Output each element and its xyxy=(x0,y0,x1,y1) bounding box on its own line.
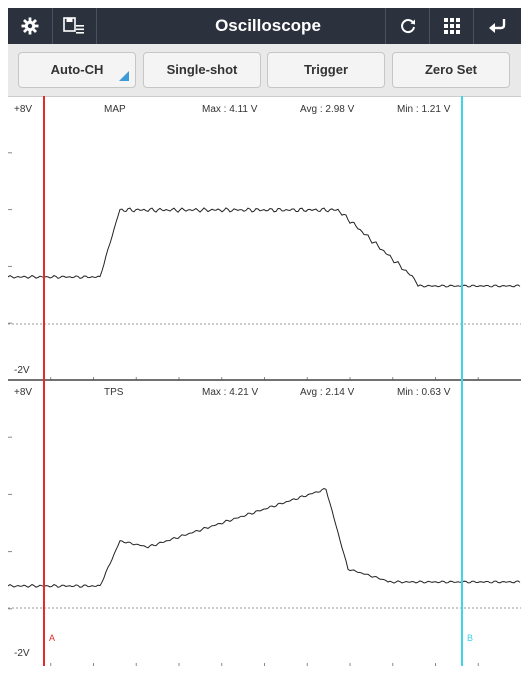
settings-button[interactable] xyxy=(8,8,53,44)
save-list-icon xyxy=(63,17,84,34)
dropdown-corner-icon xyxy=(119,71,129,81)
trigger-button[interactable]: Trigger xyxy=(267,52,385,88)
channel-2-waveform xyxy=(8,487,521,588)
grid-button[interactable] xyxy=(429,8,474,44)
channel-2-bottom-scale: -2V xyxy=(14,648,30,659)
save-button[interactable] xyxy=(52,8,97,44)
channel-2-top-scale: +8V xyxy=(14,387,32,398)
back-arrow-icon xyxy=(489,19,506,33)
channel-1-avg: Avg : 2.98 V xyxy=(300,104,355,115)
channel-1-max: Max : 4.11 V xyxy=(202,104,258,115)
channel-1-name: MAP xyxy=(104,104,126,115)
title-bar: Oscilloscope xyxy=(8,8,521,44)
auto-ch-label: Auto-CH xyxy=(50,62,104,77)
single-shot-button[interactable]: Single-shot xyxy=(143,52,261,88)
back-button[interactable] xyxy=(473,8,522,44)
cursor-b-label: B xyxy=(467,633,473,643)
channel-1-panel: +8V MAP Max : 4.11 V Avg : 2.98 V Min : … xyxy=(8,96,521,380)
cursor-a-label: A xyxy=(49,633,55,643)
channel-1-waveform xyxy=(8,207,521,288)
channel-1-min: Min : 1.21 V xyxy=(397,104,451,115)
channel-2-ticks xyxy=(8,436,479,666)
control-bar: Auto-CH Single-shot Trigger Zero Set xyxy=(8,44,521,96)
channel-1-bottom-scale: -2V xyxy=(14,365,30,376)
channel-2-avg: Avg : 2.14 V xyxy=(300,387,355,398)
refresh-icon xyxy=(401,19,415,34)
oscilloscope-display[interactable]: +8V MAP Max : 4.11 V Avg : 2.98 V Min : … xyxy=(8,96,521,666)
gear-icon xyxy=(21,17,39,35)
auto-ch-button[interactable]: Auto-CH xyxy=(18,52,136,88)
channel-2-min: Min : 0.63 V xyxy=(397,387,451,398)
page-title: Oscilloscope xyxy=(215,16,321,35)
channel-1-ticks xyxy=(8,152,479,380)
channel-1-top-scale: +8V xyxy=(14,104,32,115)
zero-set-button[interactable]: Zero Set xyxy=(392,52,510,88)
refresh-button[interactable] xyxy=(385,8,430,44)
grid-icon xyxy=(444,18,460,34)
channel-2-max: Max : 4.21 V xyxy=(202,387,258,398)
channel-2-panel: +8V TPS Max : 4.21 V Avg : 2.14 V Min : … xyxy=(8,387,521,666)
channel-2-name: TPS xyxy=(104,387,124,398)
